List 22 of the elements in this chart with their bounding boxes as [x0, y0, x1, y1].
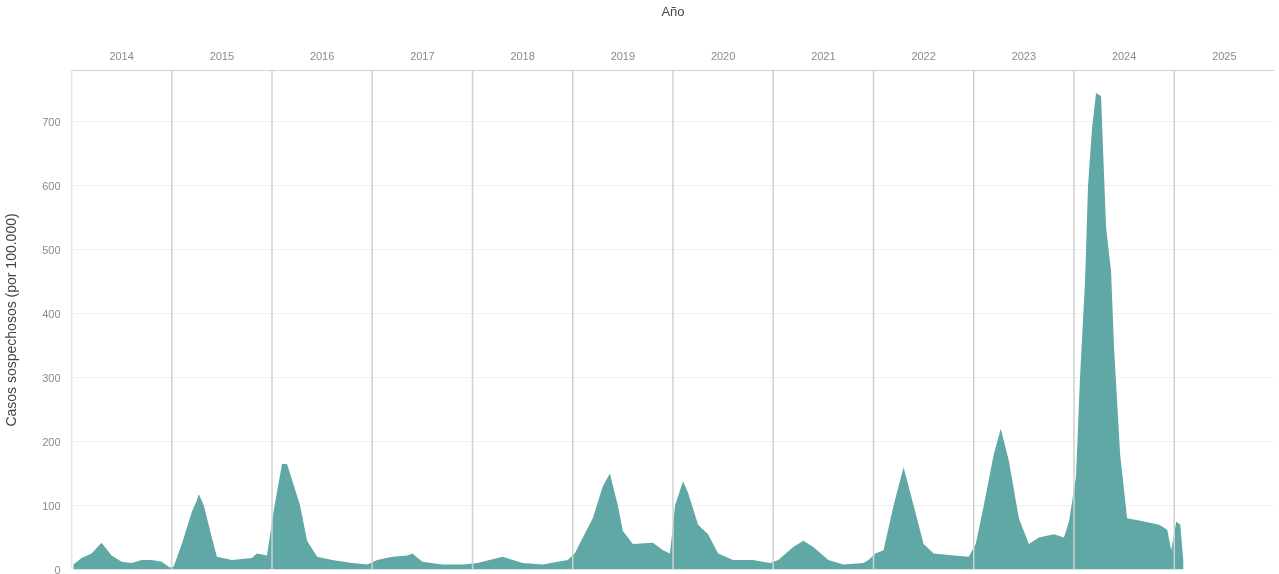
- x-tick-label: 2020: [710, 49, 736, 62]
- y-tick-label: 300: [42, 371, 61, 384]
- x-tick-label: 2015: [209, 49, 235, 62]
- x-tick-label: 2024: [1111, 49, 1137, 62]
- x-tick-label: 2017: [410, 49, 435, 62]
- x-tick-label: 2021: [811, 49, 836, 62]
- x-tick-label: 2022: [911, 49, 936, 62]
- y-tick-label: 100: [42, 499, 61, 512]
- x-tick-label: 2014: [109, 49, 134, 62]
- y-tick-label: 500: [42, 243, 61, 256]
- x-axis-title: Año: [661, 3, 685, 19]
- y-tick-label: 400: [42, 307, 61, 320]
- y-tick-label: 200: [42, 435, 61, 448]
- x-tick-label: 2016: [309, 49, 335, 62]
- y-axis-title: Casos sospechosos (por 100.000): [3, 213, 20, 427]
- x-tick-label: 2025: [1212, 49, 1237, 62]
- y-tick-label: 0: [54, 563, 61, 574]
- x-tick-label: 2023: [1011, 49, 1037, 62]
- x-tick-label: 2019: [610, 49, 636, 62]
- x-tick-label: 2018: [510, 49, 535, 62]
- y-tick-label: 600: [42, 179, 61, 192]
- y-tick-label: 700: [42, 115, 61, 128]
